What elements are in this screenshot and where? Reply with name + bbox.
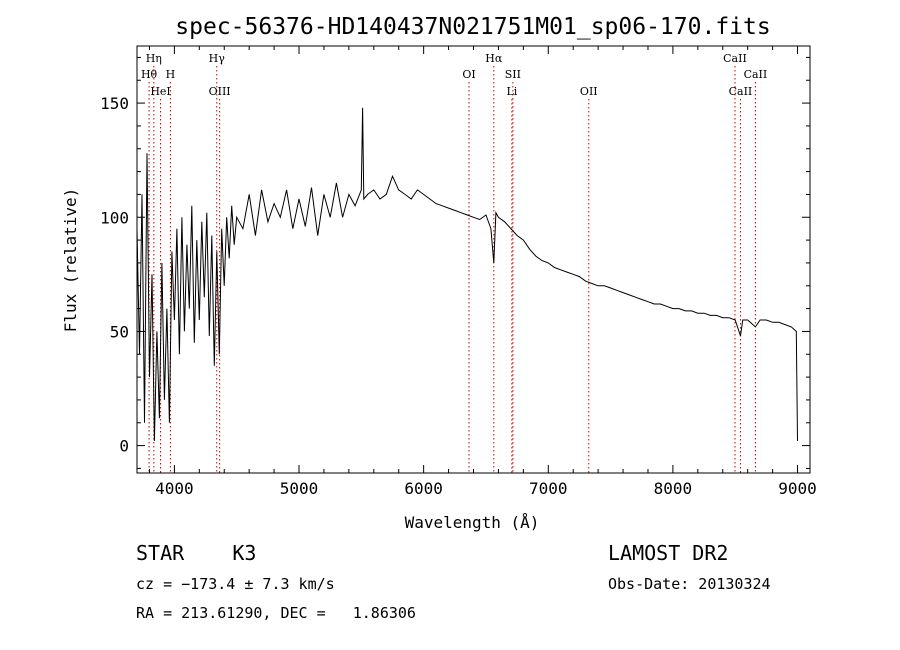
- y-tick-label: 150: [100, 94, 129, 113]
- spectral-line-label: CaII: [723, 52, 747, 65]
- redshift-velocity: cz = −173.4 ± 7.3 km/s: [136, 575, 335, 593]
- y-axis-ticks: 0 50 100 150: [100, 57, 810, 468]
- object-class: STAR K3: [136, 541, 256, 565]
- spectral-line-label: H: [166, 68, 176, 81]
- spectral-line-labels: Hη Hθ H HeI Hγ OIII OI HαSII Li OII CaII CaII CaII: [141, 52, 767, 98]
- spectral-line-label: Li: [506, 85, 517, 98]
- spectral-line-label: CaII: [729, 85, 753, 98]
- spectral-line-label: HeI: [150, 85, 170, 98]
- spectral-line-label: Hα: [485, 52, 503, 65]
- x-axis-label: Wavelength (Å): [405, 513, 540, 532]
- plot-frame: [137, 46, 810, 473]
- y-axis-label: Flux (relative): [61, 188, 80, 333]
- y-tick-label: 100: [100, 208, 129, 227]
- x-tick-label: 9000: [778, 479, 817, 498]
- spectral-line-label: OIII: [209, 85, 231, 98]
- spectral-line-label: Hθ: [141, 68, 158, 81]
- x-tick-label: 7000: [529, 479, 568, 498]
- y-tick-label: 0: [119, 437, 129, 456]
- spectrum-line: [137, 108, 798, 441]
- x-axis-ticks: 4000 5000 6000 7000 8000 9000: [149, 46, 816, 498]
- chart-title: spec-56376-HD140437N021751M01_sp06-170.f…: [175, 14, 770, 40]
- x-tick-label: 6000: [404, 479, 443, 498]
- spectral-line-markers: [149, 66, 755, 473]
- spectral-line-label: CaII: [744, 68, 768, 81]
- object-type: STAR: [136, 541, 184, 565]
- x-tick-label: 4000: [155, 479, 194, 498]
- spectral-line-label: Hγ: [209, 52, 226, 65]
- observation-date: Obs-Date: 20130324: [608, 575, 771, 593]
- spectral-line-label: OI: [462, 68, 475, 81]
- coordinates: RA = 213.61290, DEC = 1.86306: [136, 604, 416, 622]
- spectral-line-label: OII: [580, 85, 598, 98]
- survey-name: LAMOST DR2: [608, 541, 728, 565]
- x-tick-label: 5000: [280, 479, 319, 498]
- x-tick-label: 8000: [654, 479, 693, 498]
- object-subclass: K3: [232, 541, 256, 565]
- spectral-line-label: Hη: [146, 52, 162, 65]
- y-tick-label: 50: [110, 322, 129, 341]
- spectral-line-label: SII: [505, 68, 521, 81]
